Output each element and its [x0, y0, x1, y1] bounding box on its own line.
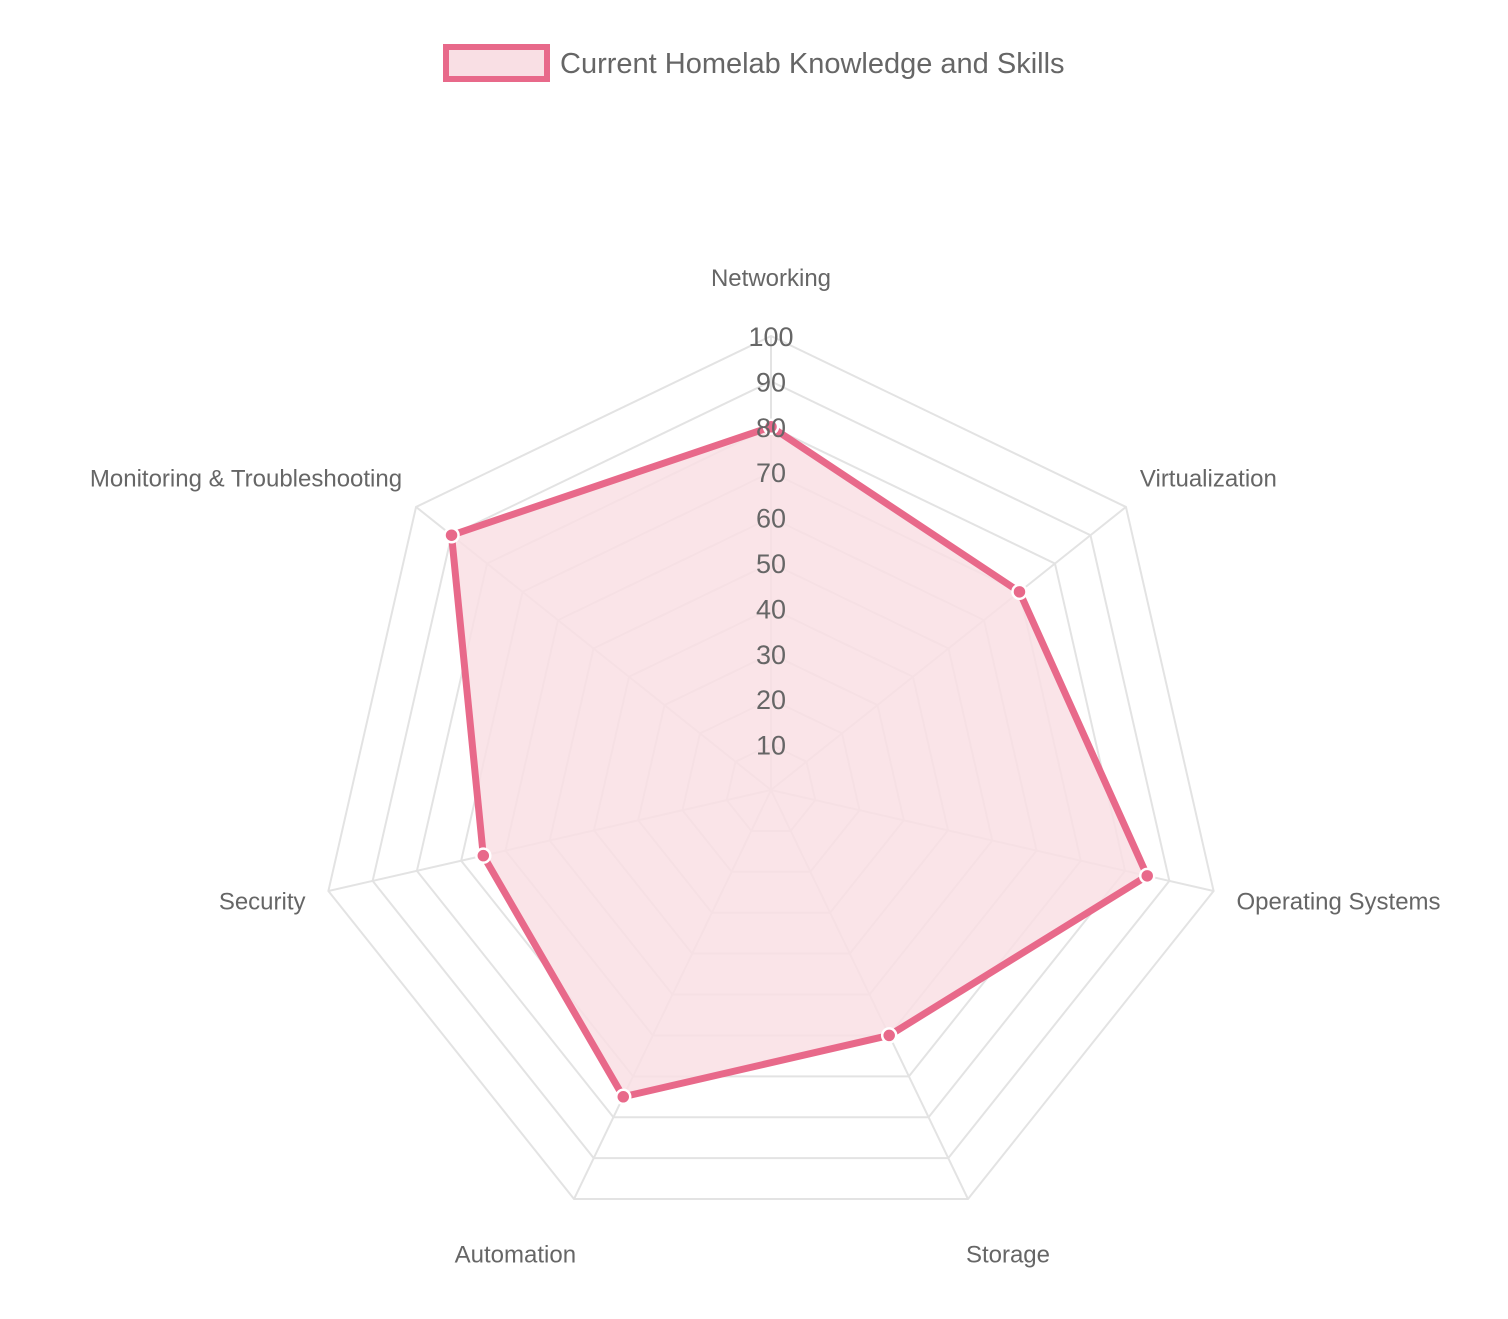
data-point[interactable]: [762, 418, 780, 436]
tick-label: 10: [756, 731, 786, 761]
data-point[interactable]: [1011, 583, 1028, 601]
data-point[interactable]: [615, 1088, 632, 1106]
grid-ring: [371, 380, 1171, 1160]
legend-swatch: [443, 44, 550, 82]
tick-label: 70: [756, 458, 786, 488]
tick-label: 100: [748, 322, 793, 352]
axis-label: Operating Systems: [1236, 888, 1440, 915]
tick-label: 50: [756, 549, 786, 579]
tick-label: 40: [756, 594, 786, 624]
radial-ticks: 10 20 30 40 50 60 70 80 90 100: [748, 322, 793, 761]
series-layer: [443, 418, 1156, 1106]
data-point[interactable]: [475, 847, 492, 864]
axis-label: Automation: [455, 1241, 576, 1268]
tick-label: 90: [756, 367, 786, 397]
tick-label: 30: [756, 640, 786, 670]
axis-label: Storage: [966, 1241, 1050, 1268]
tick-label: 20: [756, 685, 786, 715]
tick-label: 80: [756, 413, 786, 443]
axis-label: Monitoring & Troubleshooting: [90, 465, 402, 492]
axis-label: Networking: [711, 265, 831, 292]
data-point[interactable]: [443, 526, 460, 544]
tick-label: 60: [756, 504, 786, 534]
legend[interactable]: Current Homelab Knowledge and Skills: [443, 44, 1065, 82]
data-point[interactable]: [1138, 867, 1156, 885]
legend-label: Current Homelab Knowledge and Skills: [560, 48, 1065, 80]
axis-label: Virtualization: [1140, 465, 1277, 492]
axis-labels: Networking Virtualization Operating System…: [90, 265, 1441, 1268]
grid-ring: [327, 334, 1215, 1201]
series-area: [447, 422, 1152, 1101]
data-point[interactable]: [880, 1027, 898, 1044]
axis-label: Security: [219, 888, 306, 915]
